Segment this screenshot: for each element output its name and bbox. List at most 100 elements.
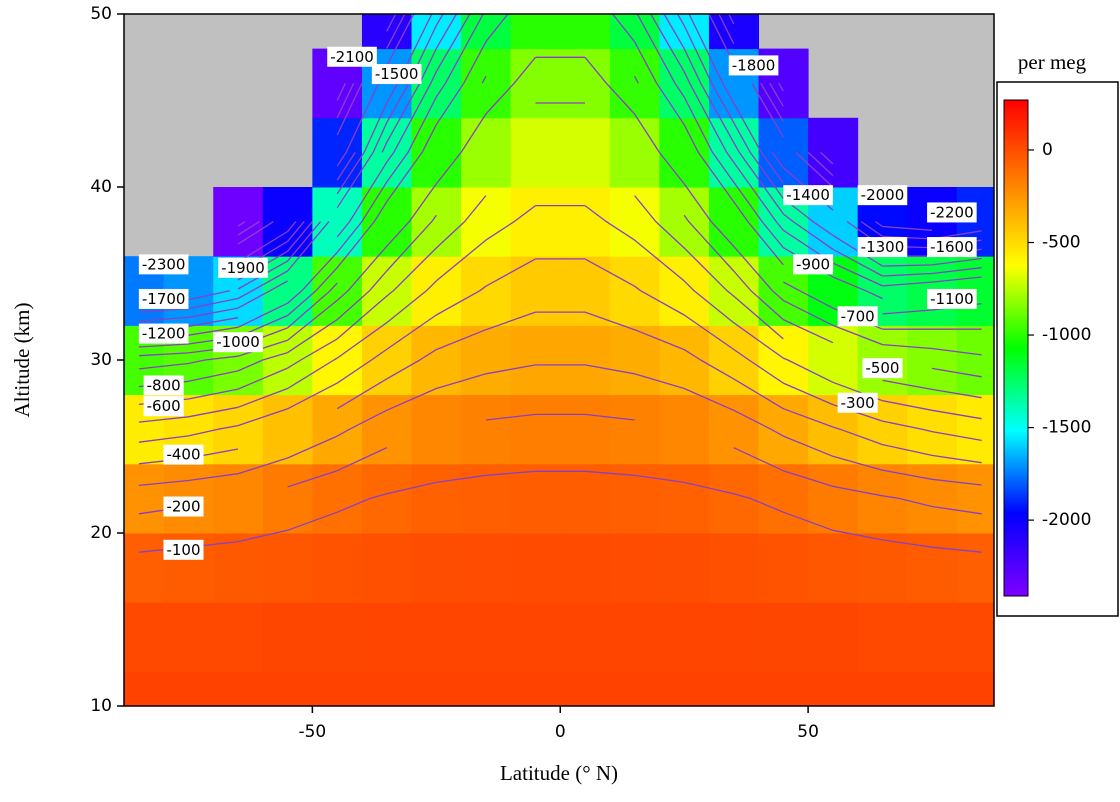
colorbar-tick-label: -1500 xyxy=(1042,418,1091,438)
y-tick-label: 30 xyxy=(90,350,112,370)
heatmap-cell xyxy=(907,602,958,672)
heatmap-cell xyxy=(956,394,994,465)
contour-label: -2200 xyxy=(930,203,974,221)
heatmap-cell xyxy=(907,463,958,534)
colorbar-tick-label: -1000 xyxy=(1042,325,1091,345)
heatmap-cell xyxy=(560,256,611,326)
heatmap-cell xyxy=(262,533,313,603)
contour-label-box xyxy=(327,46,377,67)
contour-label-box xyxy=(837,306,878,327)
y-axis-title: Altitude (km) xyxy=(10,303,34,418)
heatmap-cell xyxy=(213,671,264,706)
contour-label: -1900 xyxy=(221,259,265,277)
heatmap-cell xyxy=(907,671,958,706)
contour-line xyxy=(237,221,246,227)
contour-label: -1100 xyxy=(930,290,974,308)
heatmap-cell xyxy=(312,394,363,465)
heatmap-cell xyxy=(758,325,809,396)
x-tick-label: 0 xyxy=(555,722,566,742)
heatmap-cell xyxy=(312,533,363,603)
heatmap-cell xyxy=(361,325,413,396)
contours xyxy=(138,14,982,553)
heatmap-cell xyxy=(808,463,859,534)
heatmap-cell xyxy=(758,117,809,188)
heatmap-cell xyxy=(461,256,512,326)
heatmap-cell xyxy=(461,602,512,672)
heatmap-cell xyxy=(213,394,264,465)
heatmap-cell xyxy=(708,602,760,672)
colorbar xyxy=(1003,99,1029,597)
heatmap-cell xyxy=(361,14,413,50)
heatmap-cell xyxy=(510,533,561,603)
contour-labels: -2100-1500 -1800 -1400 -2000 -2200 -1300 -1600… xyxy=(138,46,977,560)
contour-label: -300 xyxy=(841,394,875,412)
heatmap-cell xyxy=(361,256,413,326)
heatmap-cell xyxy=(510,187,561,257)
contour-label: -1700 xyxy=(142,290,186,308)
heatmap-cell xyxy=(262,394,313,465)
heatmap-cell xyxy=(956,533,994,603)
x-axis-title: Latitude (° N) xyxy=(500,761,618,785)
y-tick-label: 40 xyxy=(90,177,112,197)
heatmap-cell xyxy=(560,325,611,396)
heatmap-cell xyxy=(956,602,994,672)
contour-label-box xyxy=(793,254,834,275)
heatmap-cell xyxy=(857,602,908,672)
contour-label: -400 xyxy=(166,446,200,464)
heatmap-cell xyxy=(411,533,462,603)
heatmap-cell xyxy=(312,602,363,672)
heatmap-cell xyxy=(560,671,611,706)
heatmap-cell xyxy=(213,602,264,672)
contour-label-box xyxy=(783,185,833,206)
heatmap-cell xyxy=(312,671,363,706)
contour-label-box xyxy=(163,539,204,560)
heatmap-cell xyxy=(659,602,710,672)
contour-label-box xyxy=(138,254,189,275)
y-tick-label: 10 xyxy=(90,696,112,716)
heatmap-cell xyxy=(262,602,313,672)
heatmap-cell xyxy=(510,463,561,534)
contour-label: -600 xyxy=(147,397,181,415)
heatmap-cell xyxy=(907,394,958,465)
contour-label: -1500 xyxy=(375,65,419,83)
contour-label-box xyxy=(163,444,204,465)
heatmap-cell xyxy=(510,14,561,50)
heatmap-cell xyxy=(262,256,313,326)
heatmap-cell xyxy=(907,325,958,396)
heatmap-cell xyxy=(956,671,994,706)
contour-label-box xyxy=(371,64,422,85)
heatmap-cell xyxy=(560,14,611,50)
contour-label-box xyxy=(163,496,204,517)
heatmap-cell xyxy=(461,533,512,603)
contour-label: -200 xyxy=(166,498,200,516)
heatmap-cell xyxy=(758,602,809,672)
contour-label-box xyxy=(837,392,878,413)
heatmap-cell xyxy=(609,117,660,188)
heatmap-cell xyxy=(758,394,809,465)
heatmap-cell xyxy=(659,187,710,257)
contour-label: -800 xyxy=(147,376,181,394)
heatmap-cell xyxy=(510,325,561,396)
heatmap-cell xyxy=(609,671,660,706)
contour-label-box xyxy=(213,332,263,353)
contour-label-box xyxy=(857,237,908,258)
heatmap-cell xyxy=(510,117,561,188)
heatmap-cell xyxy=(560,394,611,465)
heatmap-cell xyxy=(708,187,760,257)
contour-line xyxy=(138,56,982,370)
heatmap-cell xyxy=(411,602,462,672)
contour-label-box xyxy=(218,257,268,278)
contour-label: -1600 xyxy=(930,238,974,256)
heatmap-cell xyxy=(708,14,760,50)
heatmap-cell xyxy=(510,256,561,326)
colorbar-tick-label: -2000 xyxy=(1042,510,1091,530)
x-tick-label: 50 xyxy=(797,722,819,742)
contour-label-box xyxy=(138,323,189,344)
heatmap-cell xyxy=(124,463,165,534)
heatmap-cell xyxy=(262,671,313,706)
heatmap-cell xyxy=(907,533,958,603)
contour-label: -1800 xyxy=(732,56,776,74)
heatmap-cell xyxy=(758,671,809,706)
contour-label-box xyxy=(862,358,903,379)
heatmap-cell xyxy=(163,602,214,672)
